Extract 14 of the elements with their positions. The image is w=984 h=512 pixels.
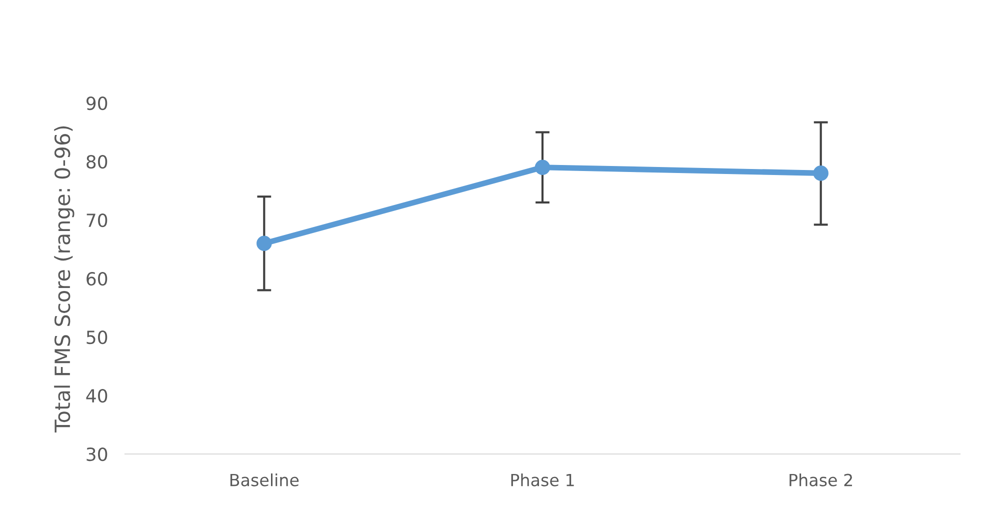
point [256, 236, 272, 252]
x-tick-label: Baseline [230, 473, 299, 486]
y-tick-label: 70 [86, 213, 108, 228]
y-tick-label: 40 [86, 388, 108, 403]
point [813, 166, 828, 181]
x-tick-label: Phase 1 [511, 473, 574, 486]
y-tick-label: 30 [86, 447, 108, 462]
x-tick-label: Phase 2 [790, 473, 852, 486]
point [534, 160, 550, 175]
y-tick-label: 90 [86, 96, 108, 110]
y-tick-label: 50 [86, 330, 108, 344]
y-axis-title: Total FMS Score (range: 0-96) [54, 126, 74, 432]
y-tick-label: 80 [86, 154, 108, 169]
y-tick-label: 60 [86, 272, 108, 286]
